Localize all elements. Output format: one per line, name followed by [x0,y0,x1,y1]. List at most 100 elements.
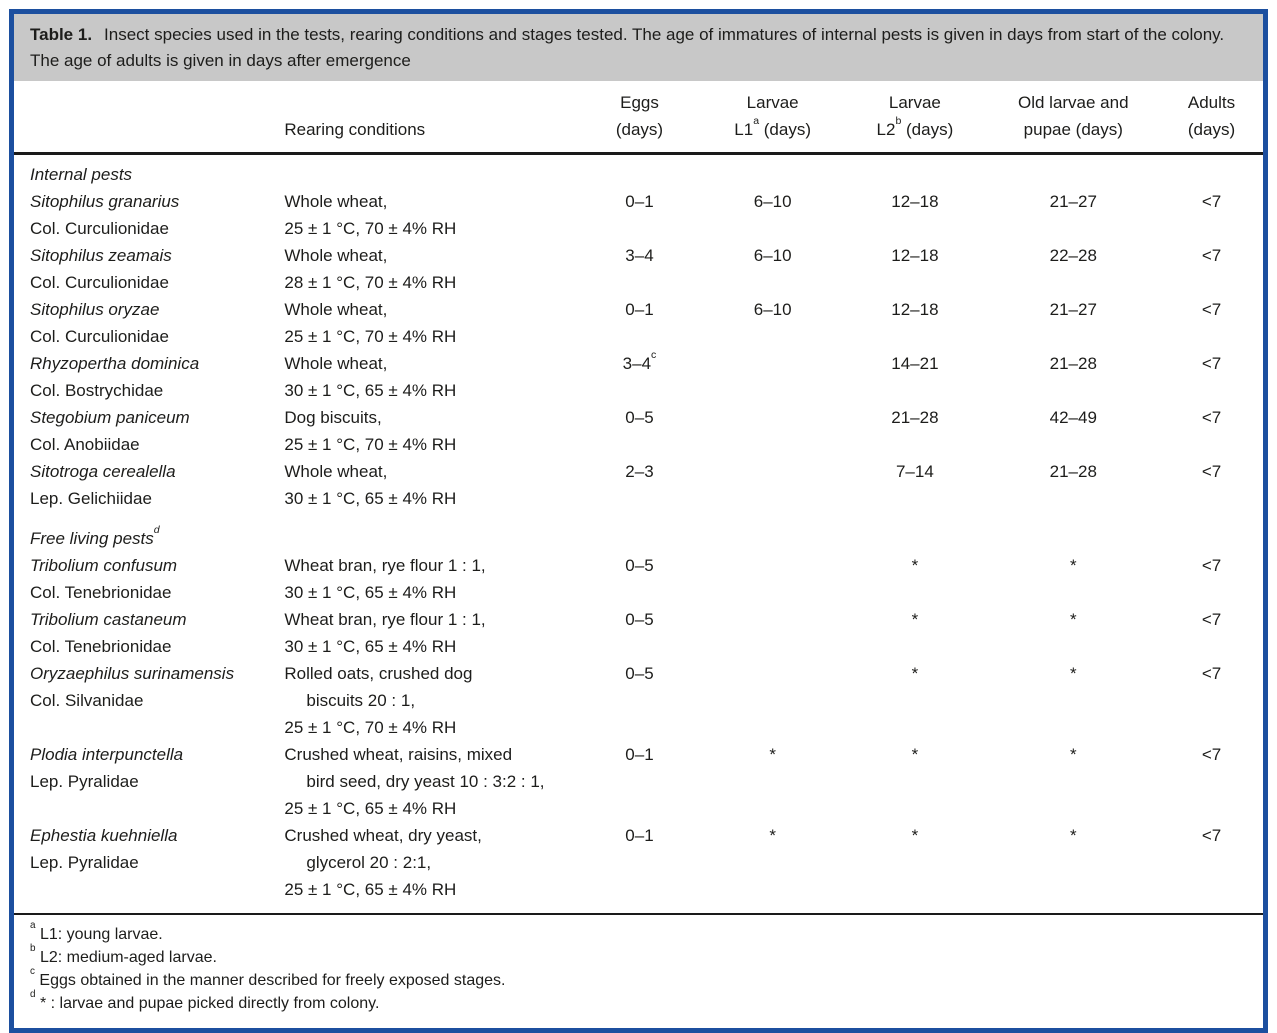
species-name: Tribolium castaneum [30,610,187,629]
rearing-line: Whole wheat, [284,462,388,481]
table-caption: Table 1. Insect species used in the tests… [14,14,1263,81]
rearing-line: 30 ± 1 °C, 65 ± 4% RH [284,583,457,602]
value-old-larvae-pupae: 21–28 [1049,462,1097,481]
species-cell: Stegobium paniceum Col. Anobiidae [14,404,284,458]
rearing-line: 30 ± 1 °C, 65 ± 4% RH [284,637,457,656]
footnote: d * : larvae and pupae picked directly f… [30,989,380,1012]
value-eggs: 3–4 [625,246,654,265]
species-name: Sitotroga cerealella [30,462,176,481]
species-cell: Tribolium confusum Col. Tenebrionidae [14,552,284,606]
rearing-cell: Dog biscuits, 25 ± 1 °C, 70 ± 4% RH [284,404,577,458]
value-adults: <7 [1201,192,1222,211]
rearing-line: Wheat bran, rye flour 1 : 1, [284,610,486,629]
value-larvae-l2: * [911,745,919,764]
value-larvae-l1 [702,404,843,458]
species-cell: Tribolium castaneum Col. Tenebrionidae [14,606,284,660]
rearing-line: 25 ± 1 °C, 70 ± 4% RH [284,327,457,346]
footnote-marker: c [30,966,35,978]
rearing-line: 30 ± 1 °C, 65 ± 4% RH [284,489,457,508]
col-larvae-l2: Larvae L2b (days) [843,81,987,155]
value-eggs: 0–5 [625,556,654,575]
col-larvae-l1: Larvae L1a (days) [702,81,844,155]
value-larvae-l2: * [911,556,919,575]
table-caption-text: Insect species used in the tests, rearin… [30,25,1225,70]
value-adults: <7 [1201,354,1222,373]
footnote-marker: b [30,943,36,955]
col-adults-tail: (days) [1187,120,1236,139]
value-adults: <7 [1201,745,1222,764]
species-family: Col. Curculionidae [30,273,169,292]
rearing-line: Crushed wheat, dry yeast, [284,826,482,845]
value-larvae-l1 [702,350,843,404]
species-name: Sitophilus zeamais [30,246,172,265]
table-row: Stegobium paniceum Col. Anobiidae Dog bisc… [14,404,1263,458]
rearing-line: 25 ± 1 °C, 65 ± 4% RH [284,799,457,818]
value-old-larvae-pupae: * [1069,664,1077,683]
species-cell: Sitophilus oryzae Col. Curculionidae [14,296,284,350]
col-larvae-l1-line2: L1a (days) [702,114,843,143]
value-eggs: 0–5 [625,664,654,683]
value-eggs: 0–1 [625,192,654,211]
section-row: Free living pestsd [14,512,1263,552]
value-eggs: 0–1 [625,300,654,319]
species-cell: Plodia interpunctella Lep. Pyralidae [14,741,284,822]
col-eggs-tail: (days) [615,120,664,139]
col-larvae-l1-tail: (days) [759,120,812,139]
col-larvae-l1-line1: Larvae [746,93,799,112]
species-name: Ephestia kuehniella [30,826,178,845]
value-old-larvae-pupae: 42–49 [1049,408,1097,427]
rearing-line: 25 ± 1 °C, 70 ± 4% RH [284,219,457,238]
species-name: Stegobium paniceum [30,408,190,427]
col-rearing: Rearing conditions [284,81,577,155]
species-name: Sitophilus oryzae [30,300,160,319]
superscript: d [153,523,160,536]
species-family: Col. Curculionidae [30,219,169,238]
species-family: Col. Tenebrionidae [30,583,172,602]
rearing-cell: Wheat bran, rye flour 1 : 1, 30 ± 1 °C, 6… [284,606,577,660]
col-species [14,81,285,155]
species-name: Rhyzopertha dominica [30,354,200,373]
species-family: Col. Tenebrionidae [30,637,172,656]
value-larvae-l1 [702,606,843,660]
table-row: Sitophilus granarius Col. Curculionidae Wh… [14,188,1263,242]
col-larvae-l2-tail: (days) [901,120,954,139]
rearing-line: 25 ± 1 °C, 70 ± 4% RH [284,435,457,454]
col-old-larvae-pupae: Old larvae and pupae (days) [986,81,1161,155]
value-larvae-l1: 6–10 [753,192,792,211]
species-cell: Rhyzopertha dominica Col. Bostrychidae [14,350,284,404]
col-adults-line2: (days) [1160,116,1263,143]
col-larvae-l1-sup: a [753,114,760,127]
rearing-line: Dog biscuits, [284,408,382,427]
rearing-cell: Wheat bran, rye flour 1 : 1, 30 ± 1 °C, 6… [284,552,577,606]
rearing-cell: Whole wheat, 25 ± 1 °C, 70 ± 4% RH [284,188,577,242]
section-row: Internal pests [14,154,1263,189]
species-family: Col. Curculionidae [30,327,169,346]
section-title: Free living pestsd [30,523,160,548]
rearing-line: Whole wheat, [284,246,388,265]
table-body: Internal pests Sitophilus granarius Col. C… [14,154,1263,904]
value-old-larvae-pupae: * [1069,826,1077,845]
table-row: Plodia interpunctella Lep. Pyralidae Crush… [14,741,1263,822]
species-cell: Sitophilus granarius Col. Curculionidae [14,188,284,242]
value-larvae-l1 [702,552,843,606]
footnote-marker: d [30,989,36,1001]
value-adults: <7 [1201,300,1222,319]
rearing-cell: Crushed wheat, dry yeast, glycerol 20 : 2… [284,822,577,903]
col-eggs: Eggs (days) [576,81,703,155]
rearing-line: biscuits 20 : 1, [306,691,416,710]
col-larvae-l2-line1: Larvae [888,93,941,112]
col-old-line1: Old larvae and [1017,93,1129,112]
footnote: c Eggs obtained in the manner described … [30,966,506,989]
value-adults: <7 [1201,408,1222,427]
value-larvae-l2: 12–18 [891,246,939,265]
rearing-cell: Crushed wheat, raisins, mixed bird seed, … [284,741,577,822]
species-cell: Oryzaephilus surinamensis Col. Silvanidae [14,660,284,741]
value-larvae-l2: * [911,664,919,683]
value-larvae-l2: 14–21 [891,354,939,373]
value-larvae-l2: 12–18 [891,300,939,319]
value-larvae-l2: 21–28 [891,408,939,427]
value-eggs: 0–1 [625,745,654,764]
table-row: Oryzaephilus surinamensis Col. Silvanidae… [14,660,1263,741]
species-name: Plodia interpunctella [30,745,184,764]
